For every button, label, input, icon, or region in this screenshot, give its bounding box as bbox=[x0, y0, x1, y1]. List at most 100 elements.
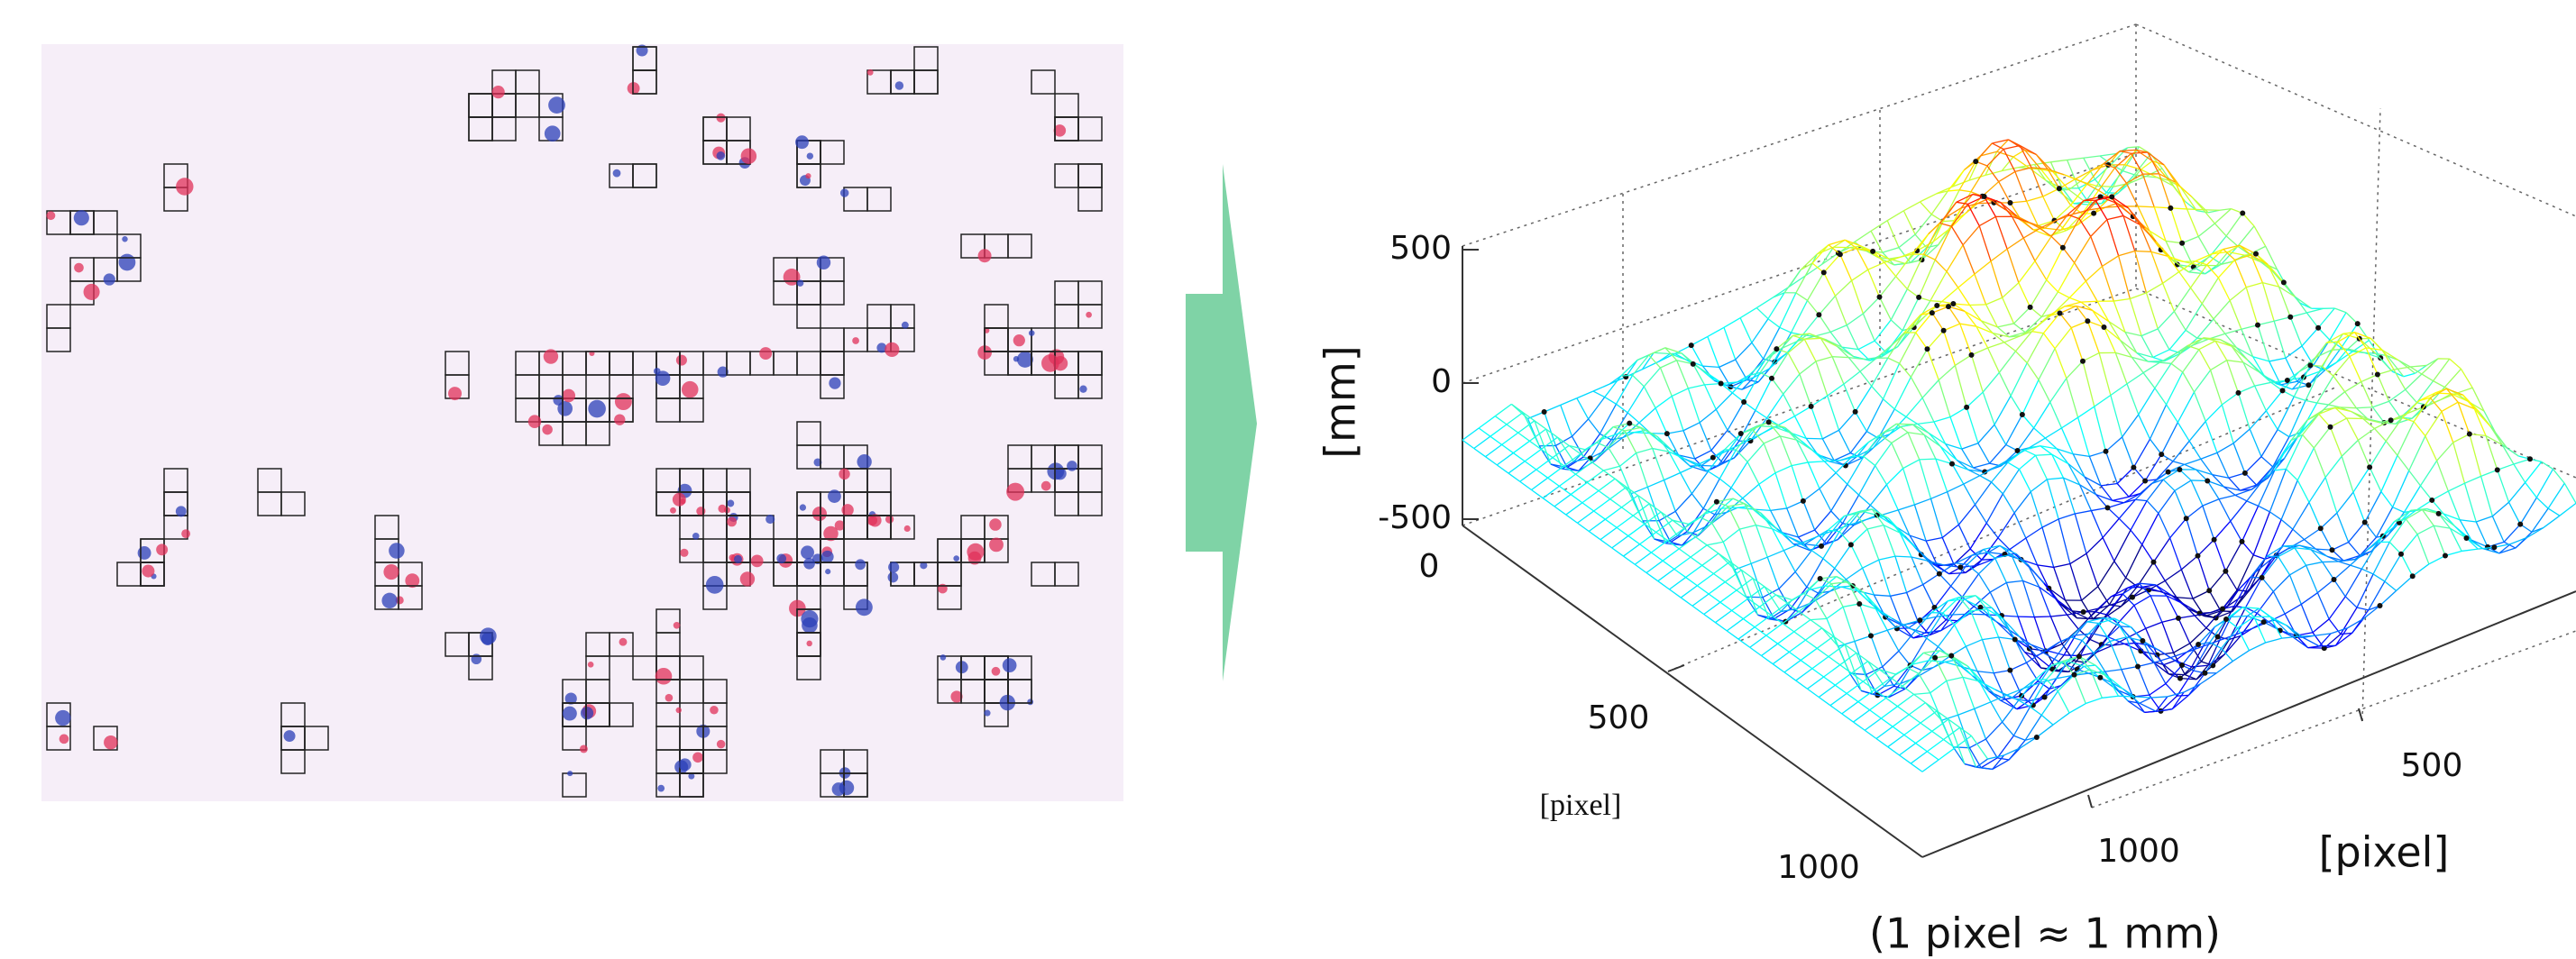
mesh-line bbox=[1783, 551, 1795, 572]
mesh-line bbox=[1775, 473, 1787, 508]
mesh-line bbox=[2188, 673, 2205, 696]
mesh-line bbox=[2527, 528, 2544, 538]
sample-point bbox=[2140, 638, 2145, 644]
mesh-line bbox=[2422, 374, 2434, 381]
mesh-line bbox=[1513, 453, 1525, 461]
mesh-line bbox=[1704, 602, 1720, 614]
sample-point bbox=[2091, 211, 2096, 216]
sample-point bbox=[2223, 616, 2229, 622]
mesh-line bbox=[2353, 492, 2365, 522]
mesh-line bbox=[2329, 405, 2341, 407]
mesh-line bbox=[1520, 470, 1536, 481]
mesh-line bbox=[2099, 353, 2111, 396]
mesh-line bbox=[2302, 328, 2318, 346]
sample-point bbox=[1917, 617, 1922, 623]
mesh-line bbox=[1932, 313, 1944, 331]
blob bbox=[60, 735, 69, 744]
mesh-line bbox=[1904, 723, 1921, 735]
mesh-line bbox=[1847, 484, 1859, 495]
mesh-line bbox=[2143, 362, 2159, 372]
mesh-line bbox=[2122, 437, 2134, 468]
mesh-line bbox=[1881, 707, 1897, 718]
mesh-line bbox=[1863, 297, 1879, 314]
mesh-line bbox=[2417, 534, 2429, 564]
grid-line bbox=[2136, 288, 2576, 478]
blob bbox=[801, 545, 814, 559]
mesh-line bbox=[1963, 677, 1975, 708]
mesh-line bbox=[1858, 702, 1870, 710]
mesh-line bbox=[2205, 405, 2222, 421]
blob bbox=[734, 555, 742, 563]
mesh-line bbox=[2154, 538, 2170, 562]
mesh-line bbox=[1896, 277, 1908, 289]
mesh-line bbox=[1658, 569, 1674, 580]
mesh-line bbox=[1831, 484, 1847, 511]
mesh-line bbox=[1997, 758, 2009, 760]
mesh-line bbox=[2098, 624, 2110, 642]
mesh-line bbox=[2101, 484, 2117, 486]
mesh-line bbox=[2131, 501, 2147, 531]
mesh-line bbox=[1812, 656, 1829, 668]
mesh-line bbox=[1928, 331, 1944, 349]
mesh-line bbox=[2067, 615, 2079, 629]
mesh-line bbox=[2293, 529, 2305, 539]
mesh-line bbox=[2086, 266, 2102, 280]
sample-point bbox=[1934, 303, 1939, 308]
mesh-line bbox=[1561, 405, 1572, 436]
mesh-line bbox=[1756, 379, 1772, 411]
mesh-line bbox=[2461, 369, 2473, 388]
mesh-line bbox=[2317, 403, 2329, 405]
mesh-line bbox=[1811, 406, 1823, 439]
mesh-line bbox=[2269, 512, 2281, 520]
mesh-line bbox=[2170, 208, 2182, 243]
blob bbox=[448, 387, 462, 400]
sample-point bbox=[2367, 464, 2372, 470]
mesh-line bbox=[2073, 454, 2089, 457]
mesh-line bbox=[1894, 409, 1906, 416]
mesh-line bbox=[2345, 382, 2361, 392]
mesh-line bbox=[2107, 220, 2119, 256]
mesh-line bbox=[1819, 315, 1830, 332]
mesh-line bbox=[2293, 502, 2309, 529]
mesh-line bbox=[1858, 341, 1875, 349]
sample-point bbox=[2261, 619, 2267, 625]
mesh-line bbox=[1983, 637, 1999, 640]
mesh-line bbox=[1880, 297, 1892, 320]
mesh-line bbox=[1839, 430, 1851, 452]
mesh-line bbox=[2275, 469, 2287, 470]
mesh-line bbox=[2086, 281, 2097, 301]
mesh-line bbox=[2536, 498, 2548, 508]
mesh-line bbox=[2389, 389, 2406, 401]
mesh-line bbox=[2084, 156, 2100, 158]
mesh-line bbox=[1768, 319, 1780, 328]
mesh-line bbox=[1911, 763, 1922, 772]
mesh-line bbox=[2255, 386, 2267, 411]
mesh-line bbox=[1888, 358, 1900, 363]
sample-point bbox=[2220, 607, 2225, 612]
blob bbox=[967, 543, 984, 561]
mesh-line bbox=[2031, 707, 2042, 715]
mesh-line bbox=[1559, 474, 1575, 486]
blob bbox=[104, 273, 115, 285]
mesh-line bbox=[2165, 570, 2181, 580]
mesh-line bbox=[2167, 372, 2183, 405]
mesh-line bbox=[1970, 523, 1986, 549]
mesh-line bbox=[1651, 553, 1663, 561]
sample-point bbox=[2398, 552, 2404, 557]
mesh-line bbox=[1830, 325, 1847, 333]
blob bbox=[46, 211, 55, 220]
mesh-line bbox=[1880, 277, 1896, 297]
sample-point bbox=[1774, 346, 1779, 352]
mesh-line bbox=[2261, 457, 2273, 467]
blob bbox=[528, 415, 542, 428]
mesh-line bbox=[1926, 537, 1942, 541]
mesh-line bbox=[2444, 369, 2461, 387]
blob bbox=[142, 565, 154, 578]
mesh-line bbox=[2069, 281, 2086, 298]
mesh-line bbox=[1796, 293, 1808, 300]
mesh-line bbox=[2069, 704, 2086, 713]
mesh-line bbox=[2253, 555, 2265, 560]
mesh-line bbox=[1788, 353, 1800, 374]
sample-point bbox=[1949, 461, 1955, 467]
mesh-line bbox=[2143, 174, 2155, 207]
